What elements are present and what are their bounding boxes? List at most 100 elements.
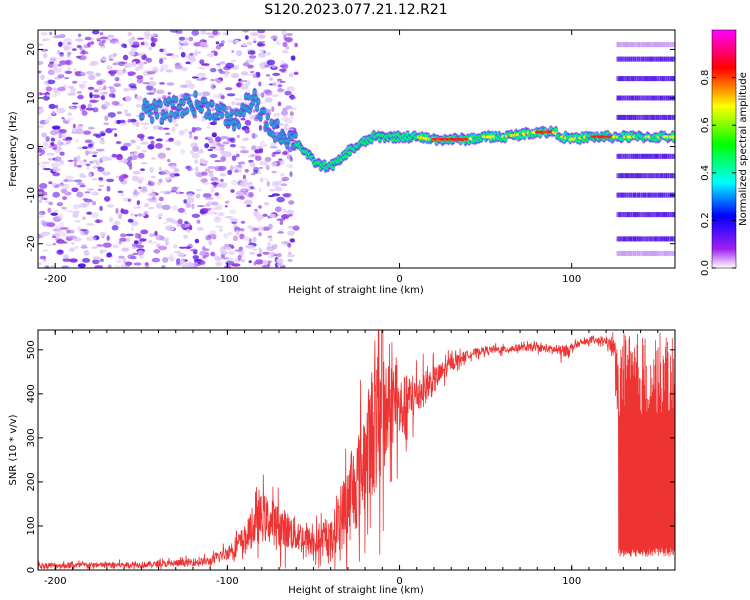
noise-speckle <box>149 77 154 80</box>
noise-speckle <box>106 178 115 183</box>
noise-speckle <box>66 66 72 73</box>
noise-speckle <box>106 185 111 192</box>
noise-speckle <box>270 35 278 40</box>
noise-speckle <box>149 233 155 238</box>
noise-speckle <box>235 102 242 106</box>
harmonic-segment <box>657 95 661 101</box>
noise-speckle <box>193 258 201 262</box>
noise-speckle <box>118 241 122 245</box>
noise-speckle <box>170 259 174 262</box>
noise-speckle <box>188 36 194 42</box>
harmonic-segment <box>641 153 645 159</box>
harmonic-segment <box>645 212 649 218</box>
noise-speckle <box>249 31 259 36</box>
harmonic-segment <box>637 236 641 242</box>
noise-speckle <box>159 82 165 85</box>
noise-speckle <box>59 60 68 65</box>
harmonic-segment <box>635 192 639 198</box>
harmonic-segment <box>622 56 626 62</box>
harmonic-segment <box>618 95 622 101</box>
noise-speckle <box>257 34 266 39</box>
noise-speckle <box>172 204 178 211</box>
noise-speckle <box>84 191 91 194</box>
harmonic-segment <box>659 192 663 198</box>
ridge-blob <box>262 108 267 114</box>
noise-speckle <box>158 196 164 202</box>
noise-speckle <box>258 124 262 131</box>
harmonic-segment <box>618 76 622 82</box>
noise-speckle <box>188 225 193 231</box>
ridge-blob <box>229 109 234 116</box>
harmonic-segment <box>633 56 636 62</box>
noise-speckle <box>166 82 175 86</box>
noise-speckle <box>92 154 97 158</box>
noise-speckle <box>228 250 235 256</box>
noise-speckle <box>266 52 272 56</box>
harmonic-segment <box>633 250 636 256</box>
harmonic-segment <box>668 42 672 48</box>
ridge-blob <box>147 111 152 117</box>
noise-speckle <box>289 106 297 111</box>
noise-speckle <box>52 166 59 173</box>
noise-speckle <box>39 212 43 216</box>
noise-speckle <box>99 258 105 263</box>
noise-speckle <box>265 73 271 77</box>
noise-speckle <box>114 220 120 224</box>
harmonic-segment <box>635 212 639 218</box>
noise-speckle <box>104 196 111 202</box>
harmonic-segment <box>618 56 622 62</box>
noise-speckle <box>41 249 49 252</box>
noise-speckle <box>165 177 170 181</box>
noise-speckle <box>240 228 245 232</box>
ridge-blob <box>210 101 215 106</box>
ridge-blob <box>193 91 198 97</box>
harmonic-segment <box>624 212 628 218</box>
noise-speckle <box>156 182 161 186</box>
noise-speckle <box>80 184 87 188</box>
noise-speckle <box>102 91 109 95</box>
noise-speckle <box>38 107 44 114</box>
noise-speckle <box>130 226 135 232</box>
harmonic-segment <box>624 192 628 198</box>
noise-speckle <box>165 217 173 223</box>
noise-speckle <box>246 48 255 51</box>
noise-speckle <box>107 34 115 38</box>
noise-speckle <box>127 119 132 123</box>
noise-speckle <box>220 136 229 140</box>
noise-speckle <box>210 187 215 194</box>
noise-speckle <box>277 253 282 258</box>
noise-speckle <box>143 36 152 40</box>
harmonic-segment <box>624 250 628 256</box>
noise-speckle <box>155 202 163 209</box>
noise-speckle <box>277 101 282 107</box>
noise-speckle <box>71 242 75 245</box>
noise-speckle <box>252 248 258 251</box>
noise-speckle <box>220 95 225 100</box>
noise-speckle <box>158 166 163 172</box>
noise-speckle <box>167 158 171 163</box>
noise-speckle <box>117 190 124 194</box>
noise-speckle <box>216 63 221 66</box>
noise-speckle <box>98 86 103 92</box>
ridge-blob <box>264 122 269 129</box>
ridge-blob <box>258 115 263 121</box>
noise-speckle <box>52 191 61 198</box>
noise-speckle <box>269 77 273 81</box>
noise-speckle <box>162 257 169 263</box>
x-tick-label: -200 <box>44 274 67 285</box>
harmonic-segment <box>633 114 636 120</box>
noise-speckle <box>145 34 153 37</box>
harmonic-segment <box>628 76 632 82</box>
noise-speckle <box>271 244 278 250</box>
noise-speckle <box>287 259 293 262</box>
noise-speckle <box>170 54 180 59</box>
ridge-blob <box>164 111 169 119</box>
harmonic-segment <box>651 42 655 48</box>
ridge-blob <box>140 113 145 120</box>
x-tick-label: 100 <box>562 576 581 587</box>
x-tick-label: 100 <box>562 274 581 285</box>
noise-speckle <box>186 228 191 233</box>
ridge-blob <box>174 96 179 104</box>
noise-speckle <box>99 130 106 137</box>
harmonic-segment <box>668 56 672 62</box>
